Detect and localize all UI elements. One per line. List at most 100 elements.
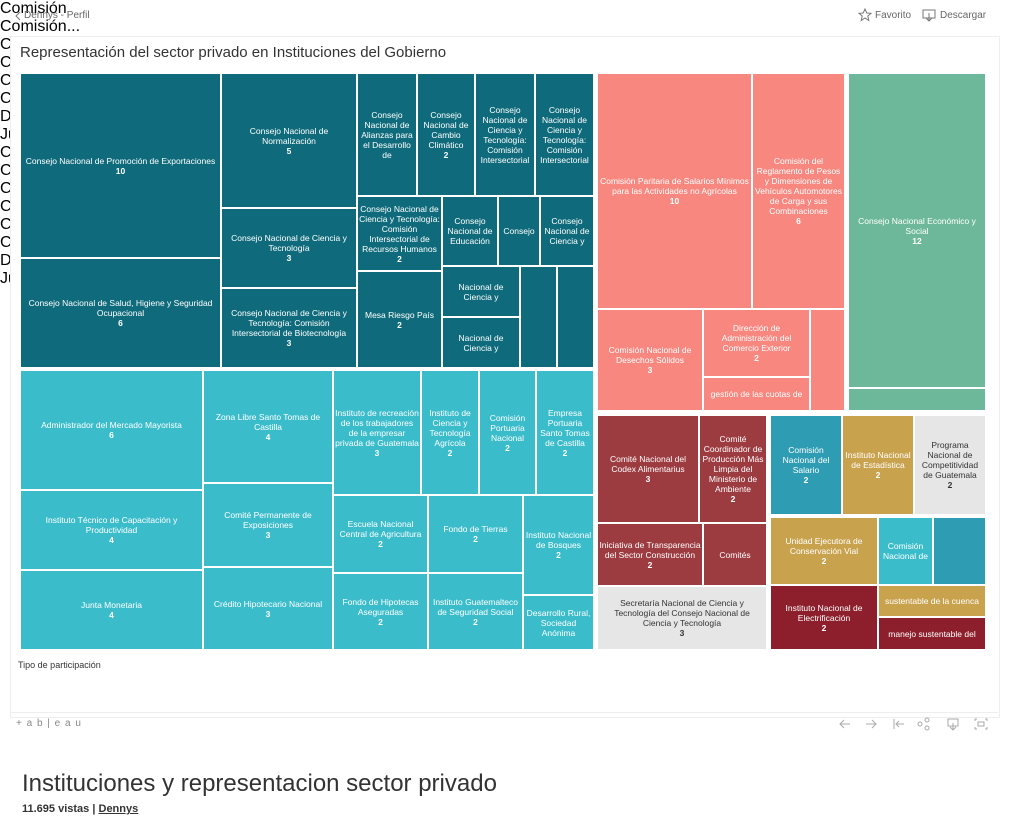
- cell-label: Consejo Nacional Económico y Social: [858, 215, 976, 236]
- treemap-cell[interactable]: [933, 517, 986, 585]
- treemap-cell[interactable]: Consejo Nacional de Educación: [442, 196, 498, 266]
- treemap-cell[interactable]: Consejo Nacional de Ciencia y: [540, 196, 594, 266]
- cell-label: Administrador del Mercado Mayorista: [41, 420, 182, 430]
- cell-label: Comisión Nacional de: [883, 541, 928, 561]
- legend-item[interactable]: Comisión...: [0, 18, 1024, 36]
- treemap-cell[interactable]: Instituto Nacional de Electrificación 2: [770, 585, 878, 650]
- cell-label: Consejo Nacional de Ciencia y Tecnología…: [231, 308, 347, 338]
- cell-label: Empresa Portuaria Santo Tomas de Castill…: [540, 407, 590, 448]
- cell-value: 5: [286, 145, 292, 156]
- cell-value: 3: [679, 628, 685, 638]
- cell-label: Comité Permanente de Exposiciones: [224, 510, 312, 530]
- treemap-cell[interactable]: Consejo Nacional de Ciencia y Tecnología…: [221, 208, 357, 288]
- treemap-cell[interactable]: Instituto Técnico de Capacitación y Prod…: [20, 490, 203, 570]
- tableau-logo[interactable]: + a b | e a u: [16, 718, 82, 729]
- treemap-cell[interactable]: Crédito Hipotecario Nacional 3: [203, 567, 333, 650]
- treemap-cell[interactable]: [848, 388, 986, 411]
- treemap-cell[interactable]: Secretaría Nacional de Ciencia y Tecnolo…: [597, 586, 767, 650]
- download-icon[interactable]: [922, 8, 936, 22]
- cell-value: 2: [397, 253, 402, 264]
- cell-value: 2: [556, 550, 561, 560]
- treemap-cell[interactable]: Comité Permanente de Exposiciones 3: [203, 483, 333, 567]
- treemap-cell[interactable]: Fondo de Tierras 2: [428, 495, 523, 573]
- cell-value: 2: [821, 556, 827, 566]
- cell-value: 2: [647, 559, 653, 570]
- treemap-cell[interactable]: Consejo: [498, 196, 540, 266]
- treemap-cell[interactable]: Fondo de Hipotecas Aseguradas 2: [333, 573, 428, 650]
- treemap-cell[interactable]: [810, 309, 845, 411]
- treemap-cell[interactable]: Instituto Nacional de Bosques 2: [523, 495, 594, 595]
- treemap-cell[interactable]: Zona Libre Santo Tomas de Castilla 4: [203, 370, 333, 483]
- cell-label: Instituto Guatemalteco de Seguridad Soci…: [432, 596, 519, 617]
- treemap-cell[interactable]: Comisión del Reglamento de Pesos y Dimen…: [752, 73, 845, 309]
- treemap-cell[interactable]: Consejo Nacional Económico y Social 12: [848, 73, 986, 388]
- treemap-cell[interactable]: Comisión Nacional de Desechos Sólidos 3: [597, 309, 703, 411]
- treemap-cell[interactable]: Consejo Nacional de Cambio Climático 2: [417, 73, 475, 196]
- cell-value: 2: [562, 447, 568, 458]
- treemap-cell[interactable]: Desarrollo Rural, Sociedad Anónima: [523, 595, 594, 650]
- treemap-cell[interactable]: Comisión Nacional del Salario 2: [770, 415, 842, 515]
- treemap-cell[interactable]: Instituto de Ciencia y Tecnología Agríco…: [421, 370, 479, 495]
- treemap-cell[interactable]: Administrador del Mercado Mayorista 6: [20, 370, 203, 490]
- treemap-cell[interactable]: Iniciativa de Transparencia del Sector C…: [597, 523, 703, 586]
- views: 11.695 vistas: [22, 803, 90, 815]
- cell-value: 10: [669, 196, 680, 206]
- treemap-cell[interactable]: Comité Coordinador de Producción Más Lim…: [699, 415, 767, 523]
- treemap-cell[interactable]: Unidad Ejecutora de Conservación Vial 2: [770, 517, 878, 585]
- treemap-cell[interactable]: [520, 266, 557, 368]
- cell-label: Consejo Nacional de Ciencia y Tecnología…: [540, 104, 589, 165]
- treemap-cell[interactable]: Comisión Paritaria de Salarios Mínimos p…: [597, 73, 752, 309]
- cell-value: 2: [803, 475, 809, 485]
- treemap-cell[interactable]: Consejo Nacional de Ciencia y Tecnología…: [221, 288, 357, 368]
- treemap-cell[interactable]: Comisión Portuaria Nacional 2: [479, 370, 536, 495]
- treemap-cell[interactable]: Instituto Guatemalteco de Seguridad Soci…: [428, 573, 523, 650]
- cell-label: Comité Coordinador de Producción Más Lim…: [702, 434, 764, 494]
- legend-item[interactable]: Comisión: [0, 0, 1024, 18]
- cell-value: 6: [118, 318, 123, 328]
- cell-value: 2: [754, 353, 759, 363]
- cell-label: Consejo: [503, 226, 535, 236]
- treemap-cell[interactable]: Consejo Nacional de Normalización 5: [221, 73, 357, 208]
- treemap-cell[interactable]: Consejo Nacional de Promoción de Exporta…: [20, 73, 221, 258]
- treemap-cell[interactable]: manejo sustentable del: [878, 617, 986, 650]
- treemap-cell[interactable]: Dirección de Administración del Comercio…: [703, 309, 810, 377]
- treemap-cell[interactable]: Consejo Nacional de Ciencia y Tecnología…: [535, 73, 594, 196]
- treemap-cell[interactable]: [557, 266, 594, 368]
- treemap-cell[interactable]: Instituto Nacional de Estadística 2: [842, 415, 914, 515]
- cell-label: Instituto Nacional de Estadística: [845, 450, 911, 470]
- cell-value: 3: [265, 608, 271, 619]
- cell-value: 3: [286, 253, 292, 263]
- treemap-cell[interactable]: Nacional de Ciencia y: [442, 317, 520, 368]
- cell-value: 2: [443, 149, 449, 160]
- back-link[interactable]: Dennys - Perfil: [24, 10, 90, 21]
- treemap-cell[interactable]: Consejo Nacional de Salud, Higiene y Seg…: [20, 258, 221, 368]
- treemap-cell[interactable]: Comités: [703, 523, 767, 586]
- treemap-cell[interactable]: sustentable de la cuenca: [878, 585, 986, 617]
- treemap-cell[interactable]: Consejo Nacional de Ciencia y Tecnología…: [357, 196, 442, 271]
- favorite-icon[interactable]: [858, 8, 872, 22]
- cell-label: gestión de las cuotas de: [710, 389, 803, 399]
- treemap-cell[interactable]: Junta Monetaria 4: [20, 570, 203, 650]
- toolbar-icons[interactable]: [836, 716, 996, 732]
- treemap-cell[interactable]: Consejo Nacional de Alianzas para el Des…: [357, 73, 417, 196]
- cell-label: sustentable de la cuenca: [884, 596, 980, 606]
- treemap-cell[interactable]: Empresa Portuaria Santo Tomas de Castill…: [536, 370, 594, 495]
- cell-value: 10: [115, 165, 126, 176]
- treemap-cell[interactable]: Nacional de Ciencia y: [442, 266, 520, 317]
- treemap-cell[interactable]: Comisión Nacional de: [878, 517, 933, 585]
- cell-value: 12: [912, 235, 922, 246]
- treemap-cell[interactable]: Consejo Nacional de Ciencia y Tecnología…: [475, 73, 535, 196]
- treemap-cell[interactable]: Programa Nacional de Competitividad de G…: [914, 415, 986, 515]
- treemap-cell[interactable]: Escuela Nacional Central de Agricultura 2: [333, 495, 428, 573]
- treemap-cell[interactable]: gestión de las cuotas de: [703, 377, 810, 411]
- favorite-button[interactable]: Favorito: [875, 10, 912, 21]
- treemap-cell[interactable]: Instituto de recreación de los trabajado…: [333, 370, 421, 495]
- author-link[interactable]: Dennys: [98, 803, 139, 815]
- cell-label: manejo sustentable del: [888, 628, 976, 639]
- treemap-cell[interactable]: Comité Nacional del Codex Alimentarius 3: [597, 415, 699, 523]
- treemap-cell[interactable]: Mesa Riesgo País 2: [357, 271, 442, 368]
- download-button[interactable]: Descargar: [940, 10, 987, 21]
- cell-value: 6: [109, 430, 114, 440]
- workbook-meta: 11.695 vistas | Dennys: [22, 803, 138, 815]
- back-icon[interactable]: [14, 11, 22, 21]
